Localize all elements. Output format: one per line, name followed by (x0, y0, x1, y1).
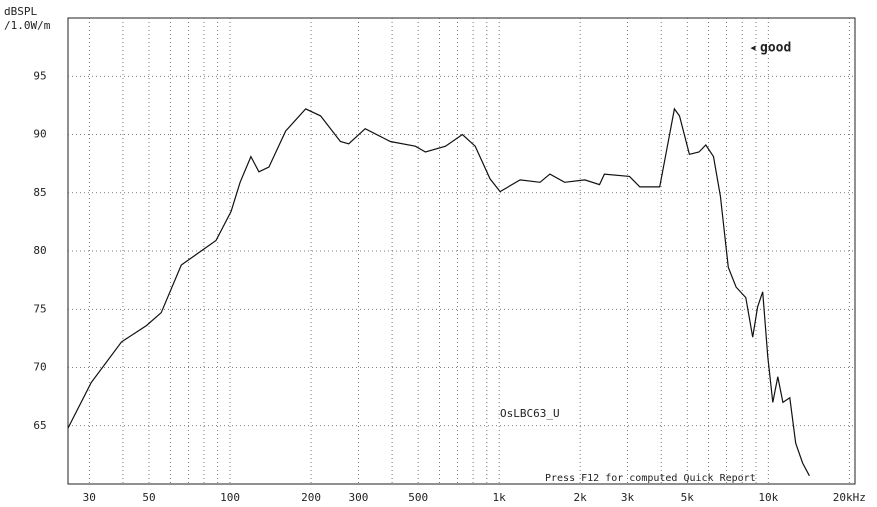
x-tick-label: 5k (681, 491, 695, 504)
y-axis-label: dBSPL (4, 5, 37, 18)
annotation: Press F12 for computed Quick Report (545, 473, 756, 484)
x-tick-label: 500 (408, 491, 428, 504)
y-tick-label: 75 (33, 302, 46, 315)
x-tick-label: 10k (758, 491, 778, 504)
x-tick-label: 3k (621, 491, 635, 504)
x-tick-label: 20kHz (833, 491, 866, 504)
y-tick-label: 85 (33, 186, 46, 199)
y-tick-label: 80 (33, 244, 46, 257)
y-tick-label: 65 (33, 419, 46, 432)
x-tick-label: 200 (301, 491, 321, 504)
x-tick-label: 300 (348, 491, 368, 504)
x-tick-label: 2k (574, 491, 588, 504)
y-tick-label: 95 (33, 69, 46, 82)
x-tick-label: 30 (83, 491, 96, 504)
y-axis-label: /1.0W/m (4, 19, 51, 32)
response-curve (67, 107, 810, 477)
y-tick-label: 70 (33, 361, 46, 374)
y-tick-label: 90 (33, 128, 46, 141)
annotation: OsLBC63_U (500, 407, 560, 420)
x-tick-label: 50 (142, 491, 155, 504)
annotation: good (760, 41, 791, 56)
x-tick-label: 1k (493, 491, 507, 504)
x-tick-label: 100 (220, 491, 240, 504)
arrow: ◂ (749, 41, 757, 56)
